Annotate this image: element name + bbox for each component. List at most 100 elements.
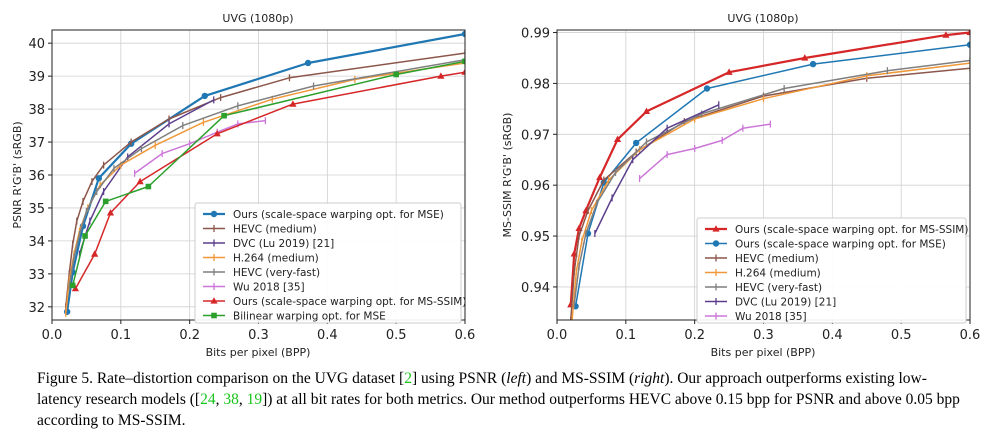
x-axis-label: Bits per pixel (BPP) (206, 346, 311, 359)
data-point (966, 30, 970, 36)
y-tick-label: 40 (28, 37, 45, 52)
y-tick-label: 35 (28, 202, 45, 217)
series-5 (594, 101, 720, 238)
legend-label: H.264 (medium) (233, 253, 319, 265)
caption-text: Figure 5. Rate–distortion comparison on … (37, 370, 405, 387)
legend-entry: Bilinear warping opt. for MSE (203, 311, 386, 323)
y-tick-labels: 0.94 0.95 0.96 0.97 0.98 0.99 (521, 27, 557, 296)
legend-label: DVC (Lu 2019) [21] (233, 238, 334, 250)
legend-label: Ours (scale-space warping opt. for MSE) (735, 239, 946, 251)
x-tick-label: 0.6 (960, 328, 981, 343)
y-tick-label: 0.96 (521, 179, 550, 194)
series-line (66, 32, 465, 312)
psnr-chart: UVG (1080p) 0.0 0.1 0.2 0.3 0.4 0.5 0.6 32 33 34… (11, 12, 475, 359)
series-7 (69, 58, 465, 289)
y-axis-label: MS-SSIM R'G'B' (sRGB) (501, 113, 514, 238)
x-tick-label: 0.2 (179, 328, 200, 343)
x-tick-label: 0.3 (753, 328, 774, 343)
y-tick-label: 38 (28, 103, 45, 118)
legend-label: Bilinear warping opt. for MSE (233, 311, 386, 323)
series-1 (572, 41, 970, 310)
legend-label: Ours (scale-space warping opt. for MSE) (233, 209, 444, 221)
data-point (462, 58, 465, 65)
legend-label: Wu 2018 [35] (233, 282, 305, 294)
legend-entry: HEVC (very-fast) (203, 267, 320, 279)
legend-label: Ours (scale-space warping opt. for MS-SS… (735, 224, 968, 236)
legend-label: HEVC (very-fast) (233, 267, 320, 279)
legend-entry: H.264 (medium) (705, 268, 821, 280)
x-tick-label: 0.4 (317, 328, 338, 343)
legend-marker (712, 240, 720, 247)
y-tick-label: 36 (28, 169, 45, 184)
legend-label: HEVC (medium) (735, 253, 819, 265)
legend: Ours (scale-space warping opt. for MSE) H… (194, 202, 466, 324)
legend-entry: HEVC (medium) (203, 224, 317, 236)
x-tick-label: 0.4 (822, 328, 843, 343)
data-point (63, 308, 71, 315)
series-line (65, 52, 465, 307)
series-2 (78, 96, 215, 258)
caption-text: ) and MS-SSIM ( (526, 370, 635, 387)
y-tick-labels: 32 33 34 35 36 37 38 39 40 (28, 37, 52, 316)
y-tick-label: 37 (28, 136, 45, 151)
y-tick-label: 0.95 (521, 230, 550, 245)
series-layer (567, 30, 970, 320)
legend-entry: H.264 (medium) (203, 253, 319, 265)
series-line (78, 99, 215, 255)
x-tick-label: 0.5 (891, 328, 912, 343)
legend-entry: HEVC (medium) (705, 253, 819, 265)
series-line (639, 123, 771, 180)
data-point (703, 85, 711, 92)
legend-entry: Wu 2018 [35] (203, 282, 305, 294)
x-tick-label: 0.2 (684, 328, 705, 343)
data-point (102, 198, 109, 205)
citation-link[interactable]: 2 (404, 370, 412, 387)
x-tick-label: 0.0 (42, 328, 63, 343)
series-4 (68, 56, 465, 291)
x-tick-label: 0.0 (547, 328, 568, 343)
caption-text: ]) at all bit rates for both metrics. Ou… (37, 391, 960, 429)
x-tick-labels: 0.0 0.1 0.2 0.3 0.4 0.5 0.6 (547, 320, 981, 343)
y-axis-label: PSNR R'G'B' (sRGB) (11, 121, 24, 228)
data-point (461, 30, 465, 38)
legend-label: H.264 (medium) (735, 268, 821, 280)
caption-text: , (215, 391, 224, 408)
legend-entry: DVC (Lu 2019) [21] (203, 238, 334, 250)
legend-entry: Ours (scale-space warping opt. for MSE) (203, 209, 444, 221)
legend-entry: Ours (scale-space warping opt. for MS-SS… (203, 296, 466, 308)
data-point (613, 135, 622, 142)
data-point (221, 112, 227, 119)
data-point (461, 68, 465, 75)
data-point (91, 250, 99, 257)
caption-emphasis: left (506, 370, 527, 387)
citation-link[interactable]: 38 (223, 391, 239, 408)
ms-ssim-chart: UVG (1080p) 0.0 0.1 0.2 0.3 0.4 0.5 0.6 0.940.… (501, 12, 980, 359)
y-tick-label: 0.99 (521, 27, 550, 42)
legend-label: DVC (Lu 2019) [21] (735, 297, 836, 309)
legend-marker (210, 210, 218, 218)
series-line (573, 59, 970, 305)
legend-entry: DVC (Lu 2019) [21] (705, 297, 836, 309)
legend-box (696, 217, 967, 324)
data-point (725, 68, 733, 75)
x-tick-labels: 0.0 0.1 0.2 0.3 0.4 0.5 0.6 (42, 320, 475, 343)
legend-label: HEVC (medium) (233, 224, 317, 236)
citation-link[interactable]: 24 (200, 391, 216, 408)
data-point (82, 233, 88, 239)
y-tick-label: 0.97 (521, 128, 550, 143)
legend-entry: Ours (scale-space warping opt. for MS-SS… (705, 224, 968, 236)
y-tick-label: 32 (28, 301, 45, 316)
data-point (642, 107, 651, 115)
y-tick-label: 0.98 (521, 77, 550, 92)
legend-entry: Wu 2018 [35] (705, 311, 807, 323)
legend-entry: Ours (scale-space warping opt. for MSE) (705, 239, 946, 251)
series-6 (638, 120, 772, 183)
series-4 (573, 57, 970, 309)
data-point (801, 54, 809, 61)
y-tick-label: 0.94 (521, 281, 550, 296)
x-tick-label: 0.1 (110, 328, 131, 343)
chart-title: UVG (1080p) (222, 12, 293, 25)
citation-link[interactable]: 19 (246, 391, 263, 408)
x-tick-label: 0.3 (248, 328, 269, 343)
